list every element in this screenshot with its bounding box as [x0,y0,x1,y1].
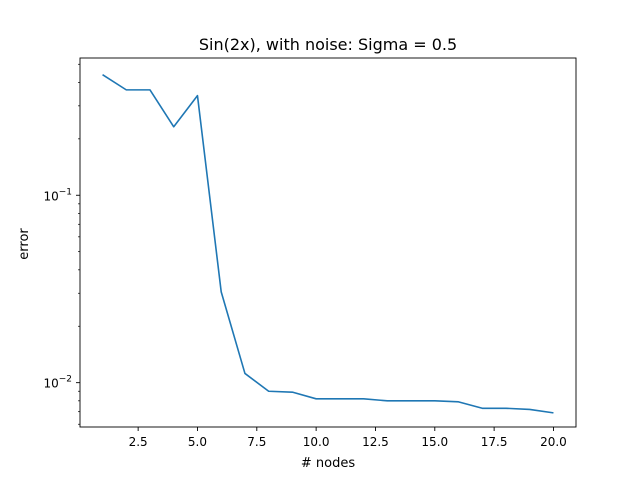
y-axis-label: error [17,228,32,260]
x-tick-label: 10.0 [303,435,330,449]
chart-title: Sin(2x), with noise: Sigma = 0.5 [199,35,457,54]
series-line-0 [102,73,554,414]
x-tick-label: 17.5 [481,435,508,449]
x-tick-label: 12.5 [362,435,389,449]
x-axis: 2.5 5.0 7.5 10.0 12.5 15.0 17.5 20.0 [129,427,567,449]
y-axis: 10−2 10−1 [43,63,80,425]
x-axis-label: # nodes [301,456,355,471]
x-tick-label: 2.5 [129,435,148,449]
x-tick-label: 7.5 [247,435,266,449]
x-tick-label: 5.0 [188,435,207,449]
plot-area [79,57,577,428]
x-tick-label: 20.0 [540,435,567,449]
y-tick-label: 10−1 [43,187,72,203]
y-tick-label: 10−2 [43,375,72,391]
x-tick-label: 15.0 [421,435,448,449]
plot-frame [79,57,577,428]
